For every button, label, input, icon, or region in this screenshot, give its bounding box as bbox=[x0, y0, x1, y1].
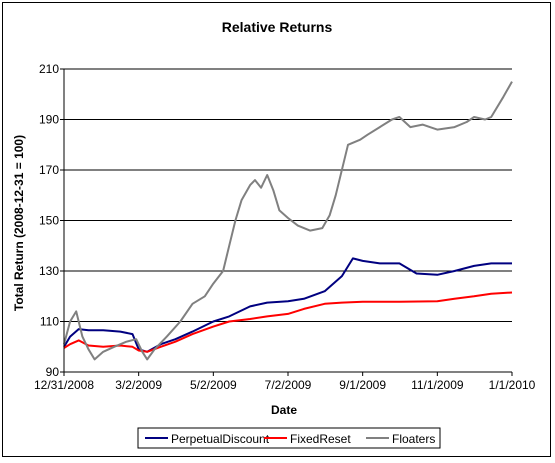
series-line-2 bbox=[63, 81, 513, 361]
y-axis-ticks: 90 110 130 150 170 190 210 bbox=[39, 62, 64, 379]
legend-box bbox=[137, 427, 441, 449]
axes bbox=[63, 69, 512, 373]
x-axis-ticks: 12/31/2008 3/2/2009 5/2/2009 7/2/2009 9/1/20… bbox=[34, 372, 536, 392]
y-tick-label-110: 110 bbox=[40, 315, 59, 329]
x-tick-label-2: 5/2/2009 bbox=[190, 378, 237, 392]
legend-label-0: PerpetualDiscount bbox=[171, 432, 270, 446]
y-tick-label-170: 170 bbox=[39, 163, 59, 177]
y-tick-label-130: 130 bbox=[39, 264, 59, 278]
x-axis-title: Date bbox=[271, 403, 297, 417]
series-line-1 bbox=[63, 291, 513, 353]
legend-label-2: Floaters bbox=[392, 432, 435, 446]
x-tick-label-6: 1/1/2010 bbox=[489, 378, 536, 392]
x-tick-label-4: 9/1/2009 bbox=[339, 378, 386, 392]
gridlines bbox=[64, 68, 512, 322]
line-chart: Relative Returns 90 110 130 150 170 190 210 12… bbox=[12, 19, 536, 449]
y-axis-title: Total Return (2008-12-31 = 100) bbox=[12, 135, 26, 311]
x-tick-label-3: 7/2/2009 bbox=[265, 378, 312, 392]
y-tick-label-190: 190 bbox=[39, 113, 59, 127]
chart-frame: Relative Returns 90 110 130 150 170 190 210 12… bbox=[2, 2, 551, 457]
x-tick-label-1: 3/2/2009 bbox=[115, 378, 162, 392]
y-tick-label-90: 90 bbox=[46, 365, 60, 379]
legend: PerpetualDiscount FixedReset Floaters bbox=[137, 427, 441, 449]
series-lines bbox=[63, 81, 513, 361]
y-tick-label-210: 210 bbox=[39, 62, 59, 76]
chart-title: Relative Returns bbox=[222, 19, 333, 35]
y-tick-label-150: 150 bbox=[39, 214, 59, 228]
x-tick-label-5: 11/1/2009 bbox=[411, 378, 464, 392]
x-tick-label-0: 12/31/2008 bbox=[34, 378, 94, 392]
legend-label-1: FixedReset bbox=[290, 432, 351, 446]
series-line-0 bbox=[63, 257, 512, 353]
